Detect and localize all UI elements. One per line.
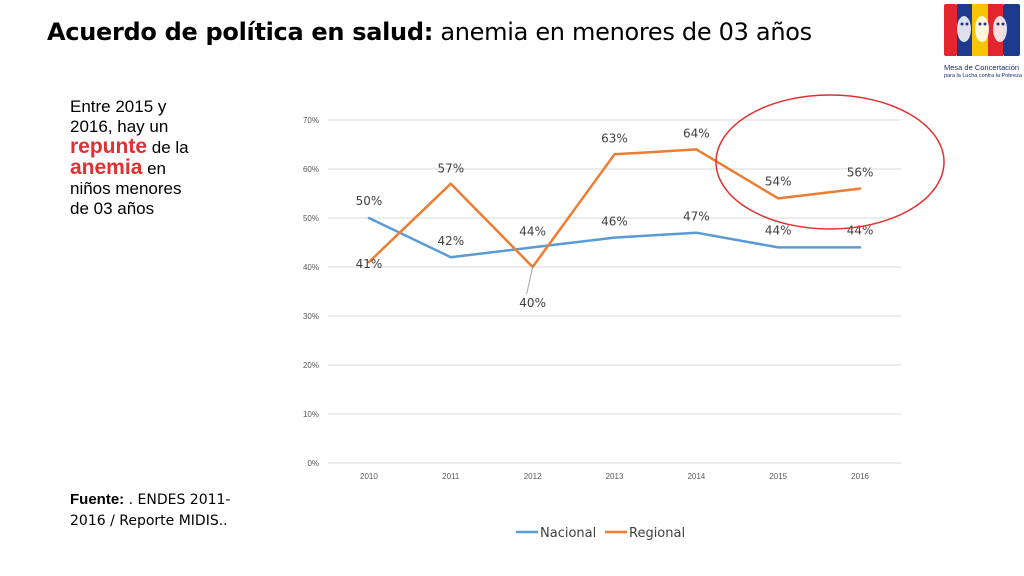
- x-axis: 2010 2011 2012 2013 2014 2015 2016: [360, 472, 869, 481]
- logo: Mesa de Concertación para la Lucha contr…: [940, 2, 1024, 92]
- data-label-nacional: 44%: [519, 224, 546, 238]
- legend-label-regional: Regional: [629, 526, 685, 541]
- data-label-nacional: 47%: [683, 210, 710, 224]
- y-tick-label: 30%: [303, 312, 319, 321]
- y-tick-label: 10%: [303, 410, 319, 419]
- series-line-nacional: [367, 216, 862, 259]
- y-tick-label: 0%: [307, 459, 319, 468]
- x-tick-label: 2016: [851, 472, 869, 481]
- data-label-nacional: 44%: [847, 223, 874, 237]
- y-tick-label: 40%: [303, 263, 319, 272]
- note-text: Entre 2015 y 2016, hay un repunte de la …: [70, 97, 195, 219]
- y-axis: 0% 10% 20% 30% 40% 50% 60% 70%: [303, 116, 319, 468]
- source-text: . ENDES 2011-2016 / Reporte MIDIS..: [70, 492, 231, 529]
- legend-label-nacional: Nacional: [540, 526, 596, 541]
- data-label-regional: 57%: [437, 162, 464, 176]
- title-bold: Acuerdo de política en salud:: [47, 18, 434, 46]
- data-labels: 50% 42% 44% 46% 47% 44% 44% 41% 57% 40% 63% 64% 54% 5…: [356, 126, 874, 310]
- data-label-regional: 40%: [519, 296, 546, 310]
- note-highlight-anemia: anemia: [70, 156, 143, 179]
- data-label-regional: 56%: [847, 166, 874, 180]
- x-tick-label: 2014: [687, 472, 705, 481]
- source-label: Fuente:: [70, 491, 125, 508]
- slide-title: Acuerdo de política en salud: anemia en …: [47, 18, 812, 46]
- y-tick-label: 70%: [303, 116, 319, 125]
- data-label-nacional: 46%: [601, 215, 628, 229]
- logo-text: Mesa de Concertación para la Lucha contr…: [944, 64, 1022, 80]
- title-rest: anemia en menores de 03 años: [433, 18, 812, 46]
- x-tick-label: 2011: [442, 472, 460, 481]
- note-p2: de la: [147, 138, 189, 157]
- data-label-regional: 41%: [356, 257, 383, 271]
- series-line-regional: [367, 148, 862, 269]
- chart-legend: Nacional Regional: [516, 526, 685, 541]
- highlight-circle: [715, 94, 945, 230]
- x-tick-label: 2015: [769, 472, 787, 481]
- note-highlight-repunte: repunte: [70, 135, 148, 158]
- note-p3: en niños menores de 03 años: [70, 159, 182, 218]
- source-note: Fuente: . ENDES 2011-2016 / Reporte MIDI…: [70, 489, 260, 532]
- logo-line2: para la Lucha contra la Pobreza: [944, 73, 1022, 79]
- data-label-nacional: 44%: [765, 223, 792, 237]
- data-label-nacional: 50%: [356, 194, 383, 208]
- data-label-nacional: 42%: [437, 234, 464, 248]
- label-leader-line: [526, 266, 534, 295]
- data-label-regional: 54%: [765, 174, 792, 188]
- logo-line1: Mesa de Concertación: [944, 63, 1020, 72]
- y-tick-label: 50%: [303, 214, 319, 223]
- note-p1: Entre 2015 y 2016, hay un: [70, 97, 169, 136]
- chart-grid: [328, 119, 901, 464]
- y-tick-label: 20%: [303, 361, 319, 370]
- data-label-regional: 64%: [683, 126, 710, 140]
- logo-masks-icon: [944, 4, 1020, 56]
- x-tick-label: 2010: [360, 472, 378, 481]
- data-label-regional: 63%: [601, 131, 628, 145]
- x-tick-label: 2012: [524, 472, 542, 481]
- x-tick-label: 2013: [606, 472, 624, 481]
- chart-series: [367, 148, 862, 269]
- y-tick-label: 60%: [303, 165, 319, 174]
